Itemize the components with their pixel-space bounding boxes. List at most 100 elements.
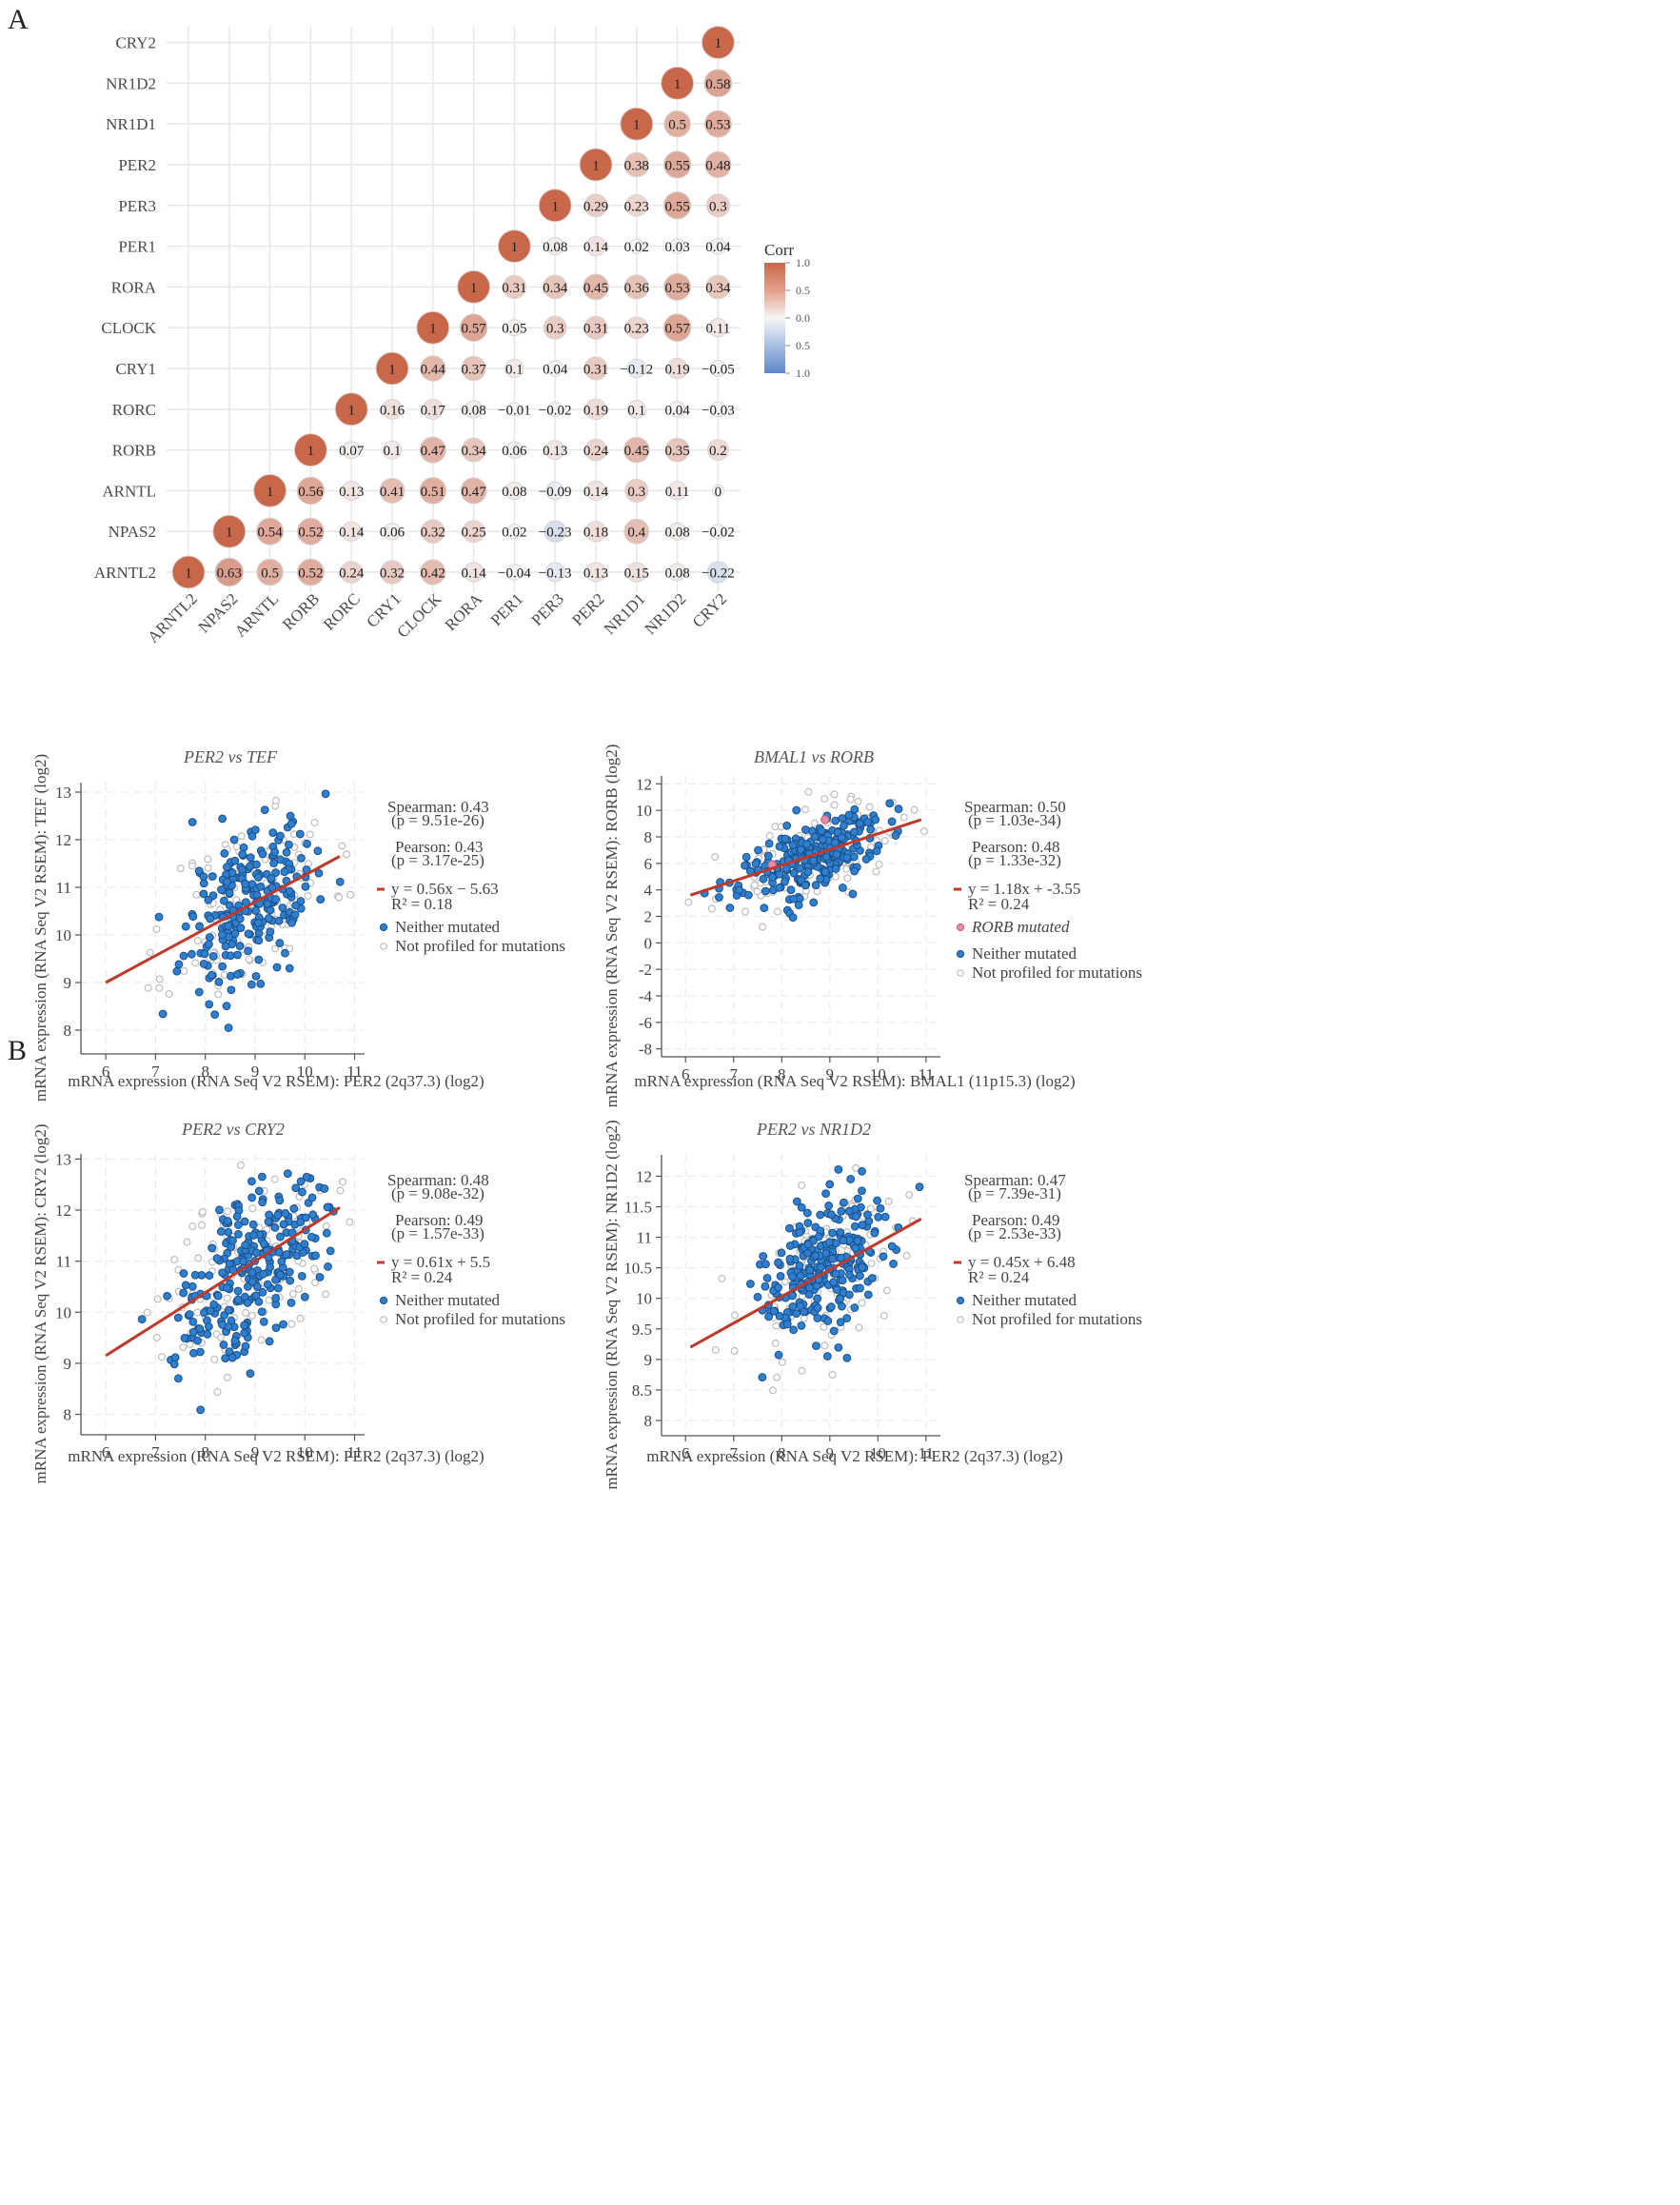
corr-circle bbox=[711, 484, 724, 497]
point-neither-mutated bbox=[891, 831, 900, 840]
point-not-profiled bbox=[882, 1286, 891, 1295]
row-label-rorc: RORC bbox=[112, 401, 156, 419]
point-not-profiled bbox=[730, 1346, 739, 1355]
corr-value-label: 0.37 bbox=[461, 363, 486, 378]
y-tick-label: 10 bbox=[55, 1303, 71, 1321]
point-neither-mutated bbox=[188, 1281, 197, 1291]
regression-line bbox=[105, 1206, 341, 1358]
point-neither-mutated bbox=[195, 922, 204, 931]
point-neither-mutated bbox=[850, 805, 860, 814]
point-neither-mutated bbox=[761, 1281, 770, 1291]
y-tick-label: 9 bbox=[64, 1355, 72, 1373]
point-neither-mutated bbox=[270, 847, 280, 857]
point-neither-mutated bbox=[233, 950, 242, 960]
point-neither-mutated bbox=[218, 1268, 227, 1278]
corr-value-label: −0.13 bbox=[539, 566, 572, 582]
point-not-profiled bbox=[336, 1186, 345, 1195]
point-neither-mutated bbox=[194, 987, 204, 997]
corr-circle bbox=[544, 440, 565, 461]
corr-value-label: 0.57 bbox=[461, 322, 486, 337]
corr-circle bbox=[547, 401, 563, 417]
point-neither-mutated bbox=[845, 1270, 854, 1280]
point-neither-mutated bbox=[285, 963, 294, 973]
point-neither-mutated bbox=[208, 970, 216, 980]
point-neither-mutated bbox=[307, 1193, 317, 1202]
point-neither-mutated bbox=[215, 1205, 224, 1215]
corr-value-label: 0.45 bbox=[624, 444, 649, 459]
point-neither-mutated bbox=[158, 1009, 168, 1019]
point-not-profiled bbox=[304, 892, 312, 901]
corr-value-label: 1 bbox=[185, 566, 192, 582]
point-not-profiled bbox=[165, 989, 173, 998]
point-neither-mutated bbox=[218, 814, 227, 824]
corr-value-label: −0.03 bbox=[702, 403, 735, 418]
scatter-title: PER2 vs NR1D2 bbox=[756, 1120, 871, 1139]
point-neither-mutated bbox=[844, 810, 854, 820]
y-tick-label: -8 bbox=[639, 1041, 652, 1059]
point-neither-mutated bbox=[240, 1328, 249, 1338]
point-neither-mutated bbox=[753, 1292, 762, 1301]
point-not-profiled bbox=[768, 1386, 777, 1395]
point-not-profiled bbox=[192, 890, 201, 899]
point-neither-mutated bbox=[842, 1353, 852, 1362]
point-neither-mutated bbox=[894, 805, 903, 813]
point-neither-mutated bbox=[810, 832, 820, 842]
x-tick-label: 9 bbox=[826, 1444, 835, 1462]
point-neither-mutated bbox=[229, 835, 239, 844]
point-neither-mutated bbox=[212, 1254, 222, 1263]
point-neither-mutated bbox=[232, 1212, 242, 1222]
point-neither-mutated bbox=[313, 846, 323, 856]
point-neither-mutated bbox=[824, 1201, 834, 1210]
point-neither-mutated bbox=[239, 843, 248, 852]
spearman-label: Spearman: 0.43 bbox=[387, 798, 489, 816]
point-not-profiled bbox=[343, 850, 351, 859]
point-not-profiled bbox=[778, 1358, 786, 1366]
corr-value-label: 0.04 bbox=[705, 240, 731, 255]
legend-neither-marker bbox=[956, 949, 965, 959]
point-neither-mutated bbox=[228, 1236, 237, 1245]
point-not-profiled bbox=[872, 867, 880, 876]
point-not-profiled bbox=[198, 1207, 207, 1216]
point-neither-mutated bbox=[801, 825, 810, 834]
point-neither-mutated bbox=[289, 1204, 299, 1213]
point-neither-mutated bbox=[788, 913, 798, 923]
point-neither-mutated bbox=[264, 914, 273, 923]
corr-circle bbox=[583, 193, 608, 218]
corr-circle bbox=[459, 313, 488, 343]
point-neither-mutated bbox=[759, 874, 768, 884]
point-neither-mutated bbox=[154, 912, 164, 922]
point-neither-mutated bbox=[273, 1210, 283, 1220]
point-neither-mutated bbox=[802, 1208, 812, 1218]
corr-circle bbox=[624, 478, 649, 503]
x-tick-label: 8 bbox=[201, 1063, 209, 1081]
point-neither-mutated bbox=[251, 860, 261, 869]
corr-value-label: 0.36 bbox=[624, 281, 650, 296]
point-neither-mutated bbox=[885, 799, 895, 808]
corr-value-label: 0 bbox=[715, 485, 722, 500]
equation-label: y = 1.18x + -3.55 bbox=[968, 880, 1080, 898]
point-neither-mutated bbox=[870, 1228, 880, 1238]
point-neither-mutated bbox=[245, 862, 254, 871]
point-neither-mutated bbox=[316, 895, 326, 904]
x-tick-label: 11 bbox=[346, 1063, 362, 1081]
point-neither-mutated bbox=[256, 979, 266, 988]
point-neither-mutated bbox=[247, 1193, 257, 1202]
point-neither-mutated bbox=[260, 1239, 268, 1248]
point-neither-mutated bbox=[809, 898, 819, 907]
point-not-profiled bbox=[781, 1278, 789, 1286]
scatter-points bbox=[137, 1161, 354, 1415]
point-neither-mutated bbox=[774, 1258, 782, 1267]
corr-value-label: 0.48 bbox=[705, 159, 730, 174]
point-neither-mutated bbox=[819, 835, 827, 844]
point-neither-mutated bbox=[271, 1323, 281, 1333]
point-neither-mutated bbox=[259, 1269, 268, 1279]
corr-circle bbox=[584, 438, 607, 462]
point-neither-mutated bbox=[275, 1196, 285, 1205]
point-neither-mutated bbox=[842, 1314, 852, 1322]
corr-circle bbox=[583, 356, 608, 381]
point-neither-mutated bbox=[795, 1261, 804, 1270]
legend-item-not-profiled: Not profiled for mutations bbox=[972, 963, 1142, 982]
point-neither-mutated bbox=[781, 834, 790, 844]
point-neither-mutated bbox=[222, 1002, 231, 1011]
